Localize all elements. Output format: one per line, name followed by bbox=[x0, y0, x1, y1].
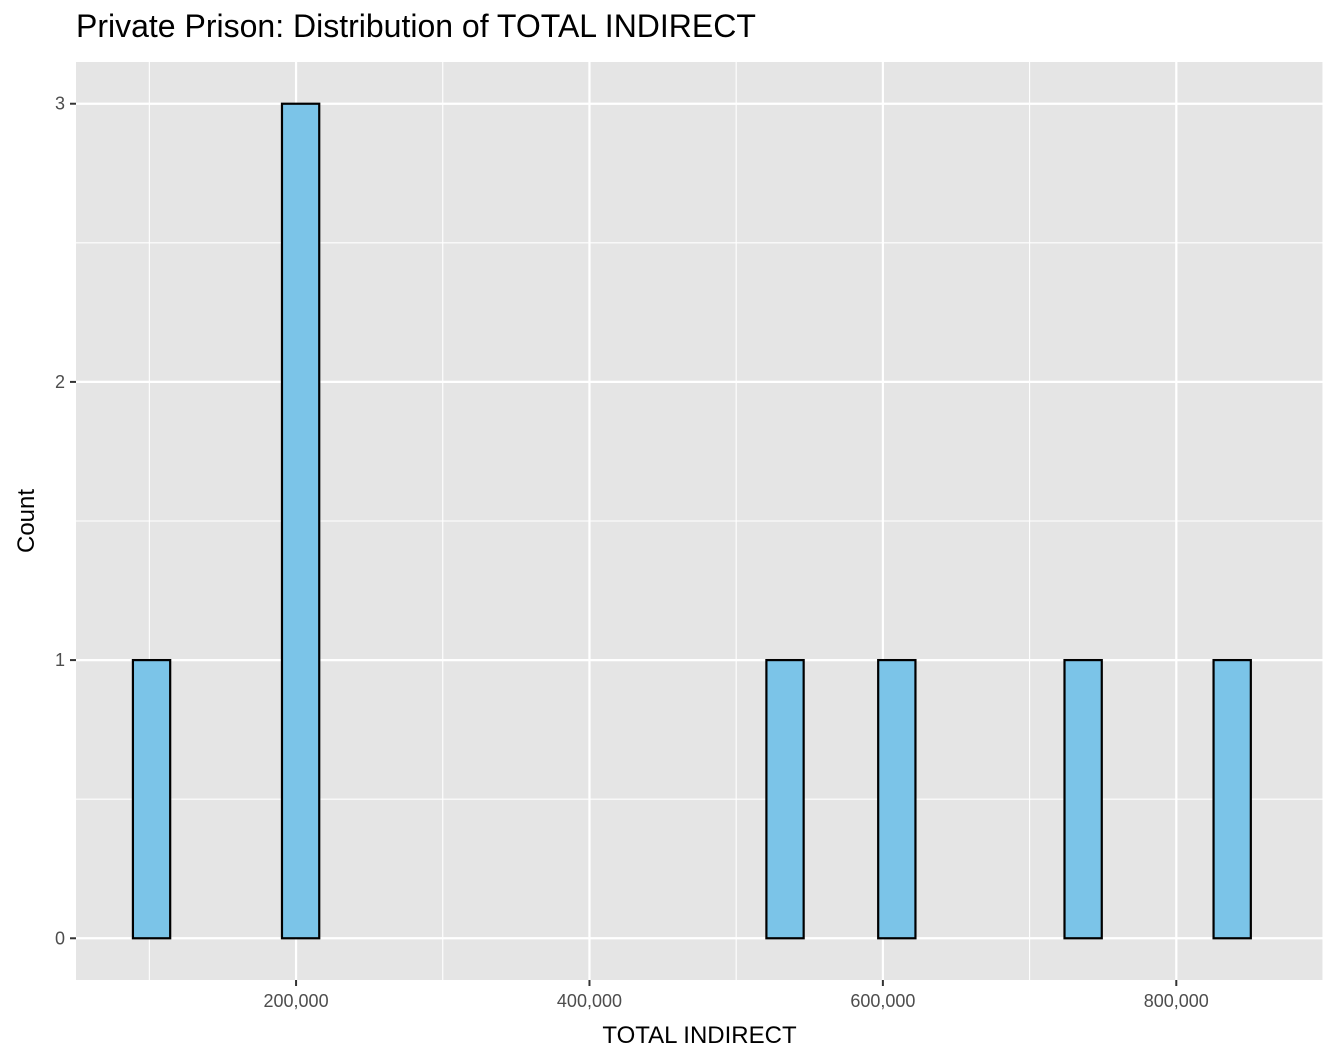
y-axis-ticks: 0 1 2 3 bbox=[55, 94, 76, 948]
histogram-bars bbox=[131, 102, 1252, 940]
y-tick-label: 1 bbox=[55, 650, 65, 670]
histogram-bar-5 bbox=[280, 102, 321, 940]
histogram-bar-26 bbox=[1063, 658, 1103, 940]
histogram-bar-18 bbox=[765, 658, 805, 940]
x-tick-label: 400,000 bbox=[557, 991, 622, 1011]
x-tick-label: 600,000 bbox=[850, 991, 915, 1011]
x-tick-label: 200,000 bbox=[264, 991, 329, 1011]
x-axis-ticks: 200,000 400,000 600,000 800,000 bbox=[264, 980, 1209, 1011]
histogram-bar-21 bbox=[877, 658, 917, 940]
histogram-bar-1 bbox=[131, 658, 172, 940]
x-tick-label: 800,000 bbox=[1144, 991, 1209, 1011]
y-tick-label: 0 bbox=[55, 928, 65, 948]
histogram-bar-30 bbox=[1212, 658, 1252, 940]
x-axis-title: TOTAL INDIRECT bbox=[602, 1022, 797, 1049]
y-tick-label: 2 bbox=[55, 372, 65, 392]
y-tick-label: 3 bbox=[55, 94, 65, 114]
chart-title: Private Prison: Distribution of TOTAL IN… bbox=[76, 8, 756, 44]
y-axis-title: Count bbox=[13, 489, 40, 553]
